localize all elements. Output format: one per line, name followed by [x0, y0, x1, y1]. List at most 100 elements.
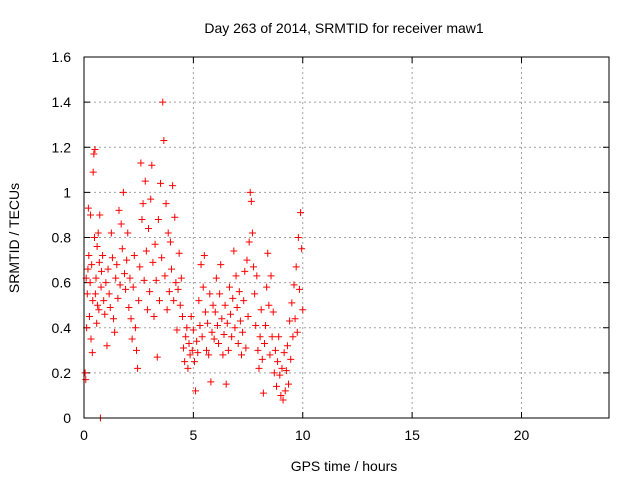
data-point	[189, 326, 197, 334]
data-point	[154, 215, 162, 223]
data-point	[89, 297, 97, 305]
data-point	[223, 319, 231, 327]
data-point	[133, 346, 140, 354]
data-point	[90, 150, 98, 158]
data-point	[95, 258, 103, 266]
y-axis-label: SRMTID / TECUs	[6, 183, 22, 293]
data-point	[120, 270, 128, 278]
data-point	[232, 272, 240, 280]
data-point	[163, 306, 171, 314]
data-point	[153, 353, 161, 361]
data-point	[241, 267, 249, 275]
y-tick-label: 0.2	[52, 365, 72, 381]
data-point	[221, 301, 229, 309]
data-point	[206, 290, 214, 298]
data-point	[96, 211, 104, 219]
data-point	[252, 321, 260, 329]
data-point	[142, 247, 150, 255]
data-point	[190, 358, 198, 366]
data-point	[212, 274, 220, 282]
data-point	[106, 303, 114, 311]
data-point	[277, 391, 285, 399]
data-point	[273, 382, 280, 390]
data-point	[220, 331, 228, 339]
chart-title: Day 263 of 2014, SRMTID for receiver maw…	[204, 20, 484, 36]
data-point	[174, 285, 182, 293]
data-point	[88, 261, 96, 269]
data-point	[104, 265, 112, 273]
data-point	[265, 301, 273, 309]
data-point	[216, 290, 224, 298]
data-point	[173, 326, 181, 334]
y-tick-label: 0	[63, 410, 71, 426]
data-point	[81, 369, 89, 377]
data-point	[258, 355, 266, 363]
data-point	[126, 274, 134, 282]
data-point	[98, 267, 105, 275]
data-point	[193, 337, 201, 345]
data-point	[151, 240, 159, 248]
data-point	[269, 308, 277, 316]
data-point	[138, 215, 146, 223]
x-axis-label: GPS time / hours	[291, 458, 398, 474]
data-point	[225, 283, 233, 291]
y-tick-label: 0.6	[52, 275, 72, 291]
data-point	[240, 297, 248, 305]
data-point	[207, 378, 215, 386]
data-point	[82, 376, 90, 384]
data-point	[134, 364, 142, 372]
data-point	[211, 308, 219, 316]
data-point	[89, 168, 97, 176]
data-point	[162, 200, 170, 208]
data-point	[282, 367, 290, 375]
data-point	[283, 342, 291, 350]
data-point	[200, 252, 208, 260]
data-point	[111, 328, 119, 336]
data-point	[108, 254, 116, 262]
data-point	[88, 349, 96, 357]
data-point	[137, 159, 145, 167]
data-point	[217, 261, 225, 269]
data-point	[264, 249, 272, 257]
data-point	[85, 252, 93, 260]
data-point	[116, 281, 124, 289]
data-point	[187, 312, 195, 320]
data-point	[204, 319, 212, 327]
data-point	[166, 238, 174, 246]
data-point	[222, 380, 230, 388]
data-point	[86, 279, 94, 287]
data-point	[215, 340, 223, 348]
data-point	[229, 294, 237, 302]
data-point	[203, 346, 210, 354]
data-point	[266, 351, 274, 359]
data-point	[103, 342, 111, 350]
data-point	[114, 294, 122, 302]
data-point	[243, 256, 251, 264]
data-point	[128, 335, 136, 343]
data-point	[94, 229, 102, 237]
tick-labels: 0 5 10 15 20 0 0.2 0.4 0.6 0.8 1 1.2 1.4 1.6	[52, 49, 530, 443]
data-point	[210, 335, 218, 343]
data-point	[129, 283, 137, 291]
y-tick-label: 0.4	[52, 320, 72, 336]
data-point	[256, 333, 264, 341]
data-point	[102, 279, 110, 287]
data-point	[140, 276, 148, 284]
grid-lines	[84, 57, 609, 418]
data-point	[100, 297, 108, 305]
data-point	[254, 346, 262, 354]
data-point	[178, 312, 186, 320]
data-point	[124, 229, 132, 237]
data-point	[294, 234, 302, 241]
data-point	[197, 261, 205, 269]
data-point	[176, 301, 184, 309]
data-point	[119, 188, 127, 196]
data-point	[299, 306, 307, 314]
data-point	[244, 312, 252, 320]
y-tick-label: 1.2	[52, 139, 72, 155]
data-point	[205, 351, 213, 359]
data-point	[157, 179, 165, 187]
data-point	[227, 310, 235, 318]
data-point	[248, 229, 256, 237]
